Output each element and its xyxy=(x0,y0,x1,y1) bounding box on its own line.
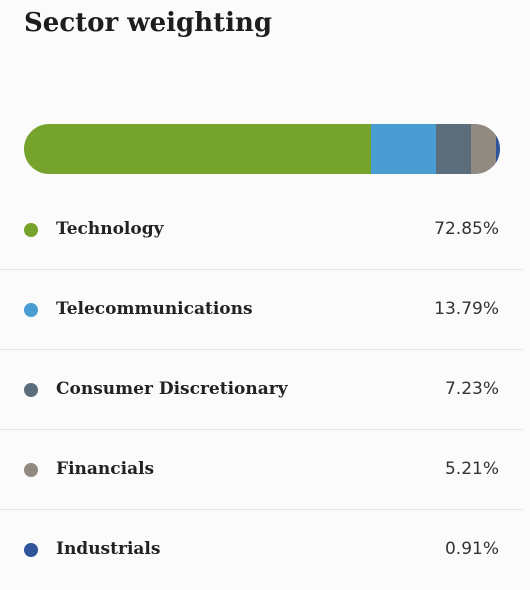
legend-dot xyxy=(24,383,38,397)
legend-dot xyxy=(24,463,38,477)
legend-dot xyxy=(24,223,38,237)
section-title: Sector weighting xyxy=(24,8,273,38)
sector-row-consumer-discretionary: Consumer Discretionary 7.23% xyxy=(0,350,523,430)
sector-list: Technology 72.85% Telecommunications 13.… xyxy=(0,190,523,590)
sector-name: Industrials xyxy=(56,539,161,559)
sector-name: Consumer Discretionary xyxy=(56,379,288,399)
bar-segment-consumer-discretionary xyxy=(436,124,471,174)
bar-segment-financials xyxy=(470,124,496,174)
sector-percent: 72.85% xyxy=(434,219,499,239)
sector-percent: 0.91% xyxy=(444,539,499,559)
sector-row-industrials: Industrials 0.91% xyxy=(0,510,523,590)
legend-dot xyxy=(24,543,38,557)
bar-segment-technology xyxy=(24,124,371,174)
sector-name: Technology xyxy=(56,219,164,239)
legend-dot xyxy=(24,303,38,317)
sector-row-financials: Financials 5.21% xyxy=(0,430,523,510)
sector-row-technology: Technology 72.85% xyxy=(0,190,523,270)
sector-percent: 7.23% xyxy=(444,379,499,399)
sector-name: Telecommunications xyxy=(56,299,253,319)
sector-weighting-bar xyxy=(24,124,500,174)
sector-percent: 5.21% xyxy=(444,459,499,479)
sector-name: Financials xyxy=(56,459,155,479)
bar-segment-telecommunications xyxy=(370,124,437,174)
sector-percent: 13.79% xyxy=(434,299,499,319)
sector-row-telecommunications: Telecommunications 13.79% xyxy=(0,270,523,350)
bar-segment-industrials xyxy=(495,124,500,174)
